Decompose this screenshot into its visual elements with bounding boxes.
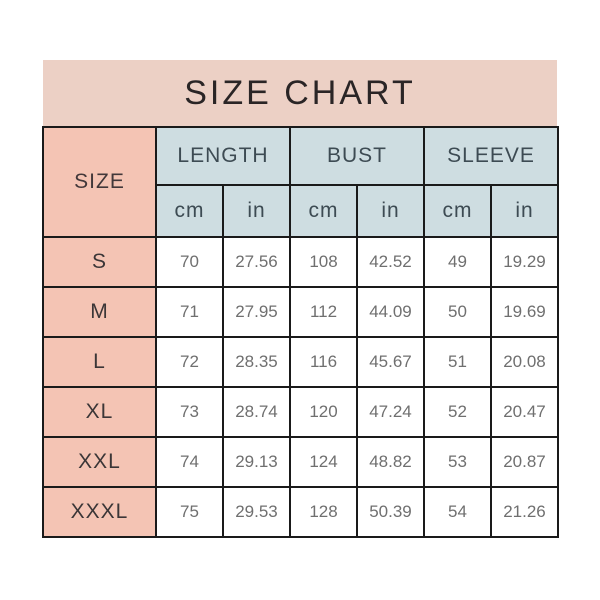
table-cell: 48.82 bbox=[356, 436, 425, 488]
table-cell: 73 bbox=[155, 386, 224, 438]
table-cell: 19.69 bbox=[490, 286, 559, 338]
sleeve-cm-header: cm bbox=[423, 184, 492, 238]
table-cell: 49 bbox=[423, 236, 492, 288]
unit-header-row: cm in cm in cm in bbox=[43, 184, 559, 238]
size-label: XXL bbox=[42, 436, 157, 488]
table-row-m: M 71 27.95 112 44.09 50 19.69 bbox=[42, 286, 559, 338]
table-cell: 54 bbox=[423, 486, 492, 538]
table-cell: 47.24 bbox=[356, 386, 425, 438]
table-cell: 51 bbox=[423, 336, 492, 388]
table-cell: 108 bbox=[289, 236, 358, 288]
size-label: XXXL bbox=[42, 486, 157, 538]
group-header-row: SIZE LENGTH BUST SLEEVE bbox=[42, 126, 559, 238]
table-cell: 45.67 bbox=[356, 336, 425, 388]
size-chart-table: SIZE LENGTH BUST SLEEVE cm in cm in cm i… bbox=[42, 126, 559, 538]
table-cell: 128 bbox=[289, 486, 358, 538]
size-label: S bbox=[42, 236, 157, 288]
table-cell: 50 bbox=[423, 286, 492, 338]
table-cell: 28.35 bbox=[222, 336, 291, 388]
length-in-header: in bbox=[222, 184, 291, 238]
size-column-header: SIZE bbox=[42, 126, 157, 238]
sleeve-group-header: SLEEVE bbox=[423, 126, 559, 186]
size-chart-banner: SIZE CHART bbox=[43, 60, 557, 126]
table-row-s: S 70 27.56 108 42.52 49 19.29 bbox=[42, 236, 559, 288]
table-cell: 20.47 bbox=[490, 386, 559, 438]
table-cell: 112 bbox=[289, 286, 358, 338]
table-cell: 120 bbox=[289, 386, 358, 438]
table-cell: 70 bbox=[155, 236, 224, 288]
bust-group-header: BUST bbox=[289, 126, 425, 186]
table-cell: 28.74 bbox=[222, 386, 291, 438]
table-cell: 74 bbox=[155, 436, 224, 488]
page-title: SIZE CHART bbox=[184, 73, 416, 112]
table-cell: 44.09 bbox=[356, 286, 425, 338]
table-row-xl: XL 73 28.74 120 47.24 52 20.47 bbox=[42, 386, 559, 438]
table-cell: 116 bbox=[289, 336, 358, 388]
table-cell: 27.56 bbox=[222, 236, 291, 288]
size-label: L bbox=[42, 336, 157, 388]
table-row-xxl: XXL 74 29.13 124 48.82 53 20.87 bbox=[42, 436, 559, 488]
table-cell: 124 bbox=[289, 436, 358, 488]
size-label: M bbox=[42, 286, 157, 338]
table-cell: 71 bbox=[155, 286, 224, 338]
length-group-header: LENGTH bbox=[155, 126, 291, 186]
table-cell: 29.13 bbox=[222, 436, 291, 488]
table-cell: 27.95 bbox=[222, 286, 291, 338]
table-cell: 21.26 bbox=[490, 486, 559, 538]
table-cell: 29.53 bbox=[222, 486, 291, 538]
length-cm-header: cm bbox=[155, 184, 224, 238]
sleeve-in-header: in bbox=[490, 184, 559, 238]
bust-cm-header: cm bbox=[289, 184, 358, 238]
table-cell: 72 bbox=[155, 336, 224, 388]
table-cell: 20.08 bbox=[490, 336, 559, 388]
table-row-l: L 72 28.35 116 45.67 51 20.08 bbox=[42, 336, 559, 388]
table-cell: 20.87 bbox=[490, 436, 559, 488]
table-cell: 50.39 bbox=[356, 486, 425, 538]
bust-in-header: in bbox=[356, 184, 425, 238]
table-cell: 75 bbox=[155, 486, 224, 538]
table-cell: 53 bbox=[423, 436, 492, 488]
table-cell: 19.29 bbox=[490, 236, 559, 288]
table-row-xxxl: XXXL 75 29.53 128 50.39 54 21.26 bbox=[42, 486, 559, 538]
table-cell: 42.52 bbox=[356, 236, 425, 288]
table-cell: 52 bbox=[423, 386, 492, 438]
size-label: XL bbox=[42, 386, 157, 438]
